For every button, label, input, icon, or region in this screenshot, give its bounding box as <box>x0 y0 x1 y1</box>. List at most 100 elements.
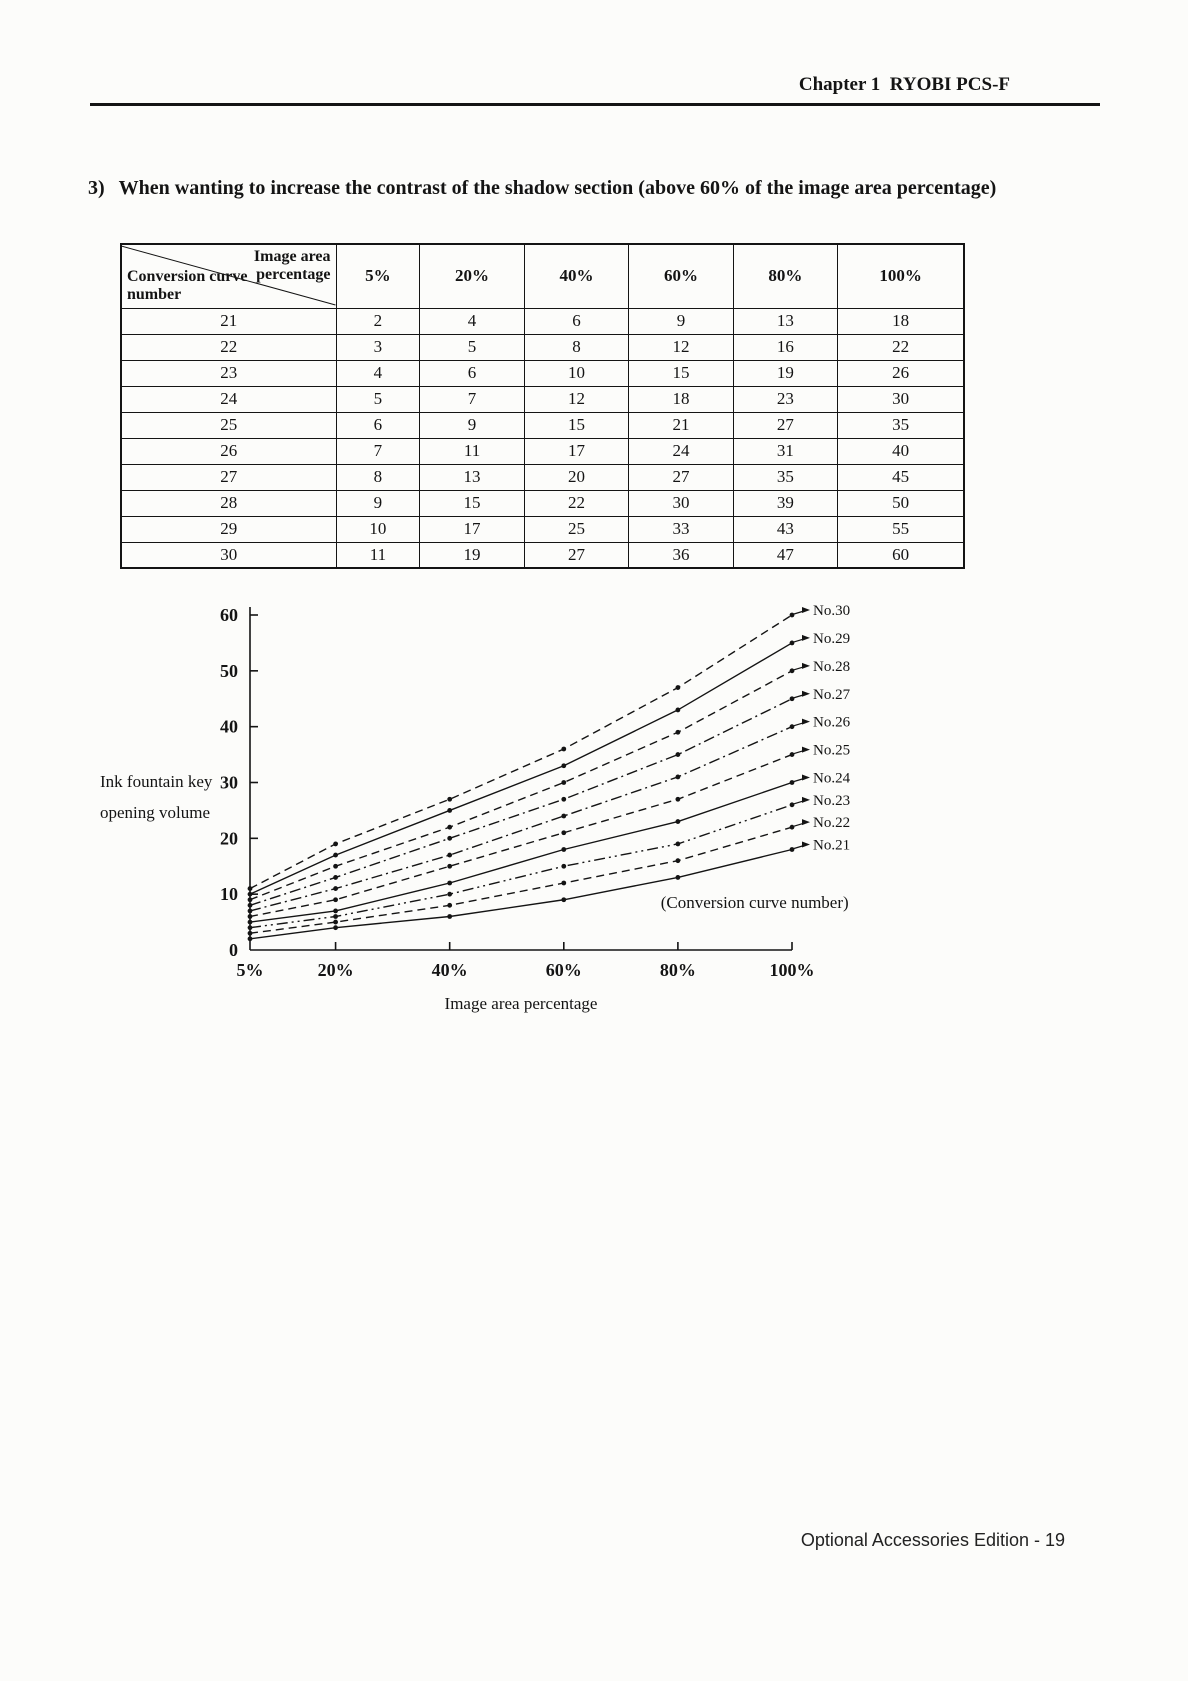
series-line <box>249 848 793 940</box>
series-label: No.30 <box>813 603 850 619</box>
curve-number-cell: 25 <box>120 411 337 439</box>
corner-label-image-area: Image area percentage <box>253 248 331 284</box>
value-cell: 35 <box>732 463 839 491</box>
value-cell: 31 <box>732 437 839 465</box>
value-cell: 2 <box>335 307 421 335</box>
series-line <box>249 642 793 895</box>
value-cell: 15 <box>523 411 630 439</box>
curve-number-cell: 21 <box>120 307 337 335</box>
series-arrow-icon <box>802 607 810 613</box>
series-arrow-icon <box>802 796 810 803</box>
chart-series-no-24: No.24 <box>247 771 851 925</box>
chart-series-no-26: No.26 <box>247 715 851 914</box>
curve-number-cell: 29 <box>120 515 337 543</box>
value-cell: 27 <box>523 541 630 569</box>
column-header: 100% <box>837 243 965 309</box>
value-cell: 39 <box>732 489 839 517</box>
series-line <box>249 826 793 934</box>
value-cell: 19 <box>732 359 839 387</box>
value-cell: 9 <box>419 411 525 439</box>
value-cell: 13 <box>732 307 839 335</box>
value-cell: 36 <box>628 541 734 569</box>
value-cell: 33 <box>628 515 734 543</box>
table-row: 22 3 5 8 12 16 22 <box>120 333 965 361</box>
table-row: 21 2 4 6 9 13 18 <box>120 307 965 335</box>
value-cell: 9 <box>628 307 734 335</box>
value-cell: 22 <box>837 333 965 361</box>
corner-cell: Image area percentage Conversion curve n… <box>120 243 337 309</box>
value-cell: 10 <box>523 359 630 387</box>
y-tick-label: 40 <box>220 717 238 737</box>
value-cell: 17 <box>523 437 630 465</box>
value-cell: 3 <box>335 333 421 361</box>
value-cell: 22 <box>523 489 630 517</box>
y-tick-label: 30 <box>220 773 238 793</box>
chart-series-no-30: No.30 <box>247 603 850 891</box>
table-row: 30 11 19 27 36 47 60 <box>120 541 965 569</box>
series-arrow-icon <box>802 819 810 826</box>
section-number: 3) <box>88 177 105 199</box>
table-row: 26 7 11 17 24 31 40 <box>120 437 965 465</box>
chart-series-no-29: No.29 <box>247 631 850 897</box>
value-cell: 11 <box>335 541 421 569</box>
series-arrow-icon <box>802 841 810 848</box>
value-cell: 7 <box>335 437 421 465</box>
value-cell: 13 <box>419 463 525 491</box>
value-cell: 20 <box>523 463 630 491</box>
corner-diagonal-line <box>122 245 336 308</box>
curve-number-cell: 23 <box>120 359 337 387</box>
value-cell: 12 <box>523 385 630 413</box>
series-line <box>249 614 793 890</box>
line-chart: 0 10 20 30 40 50 60 5% 20% 40% 60% 80% 100% No.21 No.2… <box>220 603 851 980</box>
x-tick-label: 5% <box>237 960 264 980</box>
series-arrow-icon <box>802 718 810 725</box>
value-cell: 47 <box>732 541 839 569</box>
conversion-table: Image area percentage Conversion curve n… <box>120 243 965 569</box>
series-label: No.24 <box>813 771 851 787</box>
value-cell: 45 <box>837 463 965 491</box>
section-heading: 3) When wanting to increase the contrast… <box>88 175 1024 202</box>
page-footer: Optional Accessories Edition - 19 <box>800 1530 1065 1550</box>
y-tick-label: 10 <box>220 884 238 904</box>
y-tick-label: 0 <box>229 940 238 960</box>
column-header: 5% <box>335 243 421 309</box>
value-cell: 30 <box>628 489 734 517</box>
chart-series-no-21: No.21 <box>247 838 850 942</box>
series-arrow-icon <box>802 746 810 753</box>
value-cell: 6 <box>335 411 421 439</box>
series-label: No.26 <box>813 715 851 731</box>
value-cell: 7 <box>419 385 525 413</box>
table-row: 25 6 9 15 21 27 35 <box>120 411 965 439</box>
chart-series-no-25: No.25 <box>247 743 850 919</box>
series-line <box>249 698 793 906</box>
chapter-title: Chapter 1 RYOBI PCS-F <box>798 74 1010 95</box>
curve-number-cell: 30 <box>120 541 337 569</box>
series-arrow-icon <box>802 662 810 669</box>
value-cell: 18 <box>628 385 734 413</box>
value-cell: 60 <box>837 541 965 569</box>
value-cell: 50 <box>837 489 965 517</box>
value-cell: 23 <box>732 385 839 413</box>
y-axis-title-line1: Ink fountain key <box>100 772 213 791</box>
chart-series-no-28: No.28 <box>247 659 850 903</box>
value-cell: 5 <box>335 385 421 413</box>
value-cell: 18 <box>837 307 965 335</box>
table-row: 28 9 15 22 30 39 50 <box>120 489 965 517</box>
column-header: 20% <box>419 243 525 309</box>
series-label: No.27 <box>813 687 851 703</box>
column-header: 60% <box>628 243 734 309</box>
corner-label-curve-number: Conversion curve number <box>127 267 248 304</box>
y-tick-label: 60 <box>220 605 238 625</box>
chart-annotation: (Conversion curve number) <box>661 893 849 912</box>
chart-tick-labels: 0 10 20 30 40 50 60 5% 20% 40% 60% 80% 100% <box>220 605 815 980</box>
series-line <box>249 753 793 918</box>
series-arrow-icon <box>802 774 810 781</box>
value-cell: 6 <box>419 359 525 387</box>
table-body: 21 2 4 6 9 13 18 22 3 5 8 12 16 22 23 4 6 10 15 19 26 24 5 7 12 1… <box>120 307 965 569</box>
value-cell: 30 <box>837 385 965 413</box>
series-label: No.23 <box>813 793 850 809</box>
value-cell: 12 <box>628 333 734 361</box>
chart-series-no-22: No.22 <box>247 815 850 936</box>
y-tick-label: 50 <box>220 661 238 681</box>
